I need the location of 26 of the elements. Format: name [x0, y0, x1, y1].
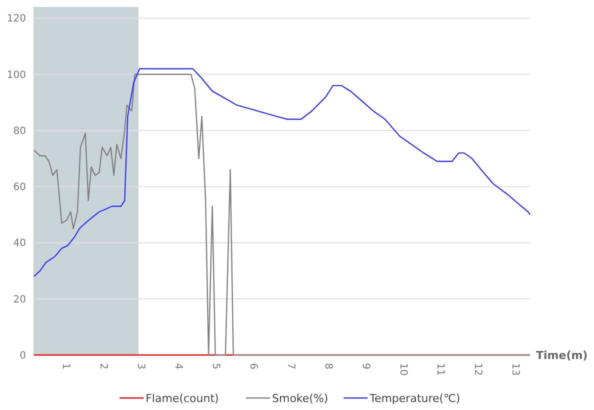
x-tick-label: 1: [60, 363, 72, 370]
x-tick-label: 11: [434, 363, 446, 376]
y-tick-label: 40: [13, 238, 26, 250]
y-tick-label: 60: [13, 182, 26, 194]
x-tick-label: 8: [322, 363, 334, 370]
x-tick-label: 10: [397, 363, 408, 376]
legend-label: Temperature(℃): [368, 392, 460, 405]
y-tick-label: 20: [13, 294, 26, 306]
y-tick-label: 0: [20, 350, 26, 362]
legend-label: Smoke(%): [272, 392, 328, 405]
x-tick-label: 7: [284, 363, 296, 370]
x-tick-label: 3: [135, 363, 146, 370]
x-tick-label: 4: [172, 363, 184, 370]
x-tick-label: 2: [98, 363, 109, 370]
x-axis-title: Time(m): [536, 348, 588, 362]
y-tick-label: 100: [6, 70, 26, 81]
legend-label: Flame(count): [146, 392, 219, 405]
x-tick-label: 5: [210, 363, 221, 370]
line-series: [33, 68, 531, 278]
x-tick-label: 9: [360, 363, 371, 370]
x-tick-label: 12: [472, 363, 484, 376]
x-tick-label: 6: [247, 363, 258, 370]
y-tick-label: 120: [6, 14, 26, 25]
line-series: [33, 74, 531, 356]
x-tick-label: 13: [510, 363, 521, 376]
y-tick-label: 80: [13, 126, 26, 137]
